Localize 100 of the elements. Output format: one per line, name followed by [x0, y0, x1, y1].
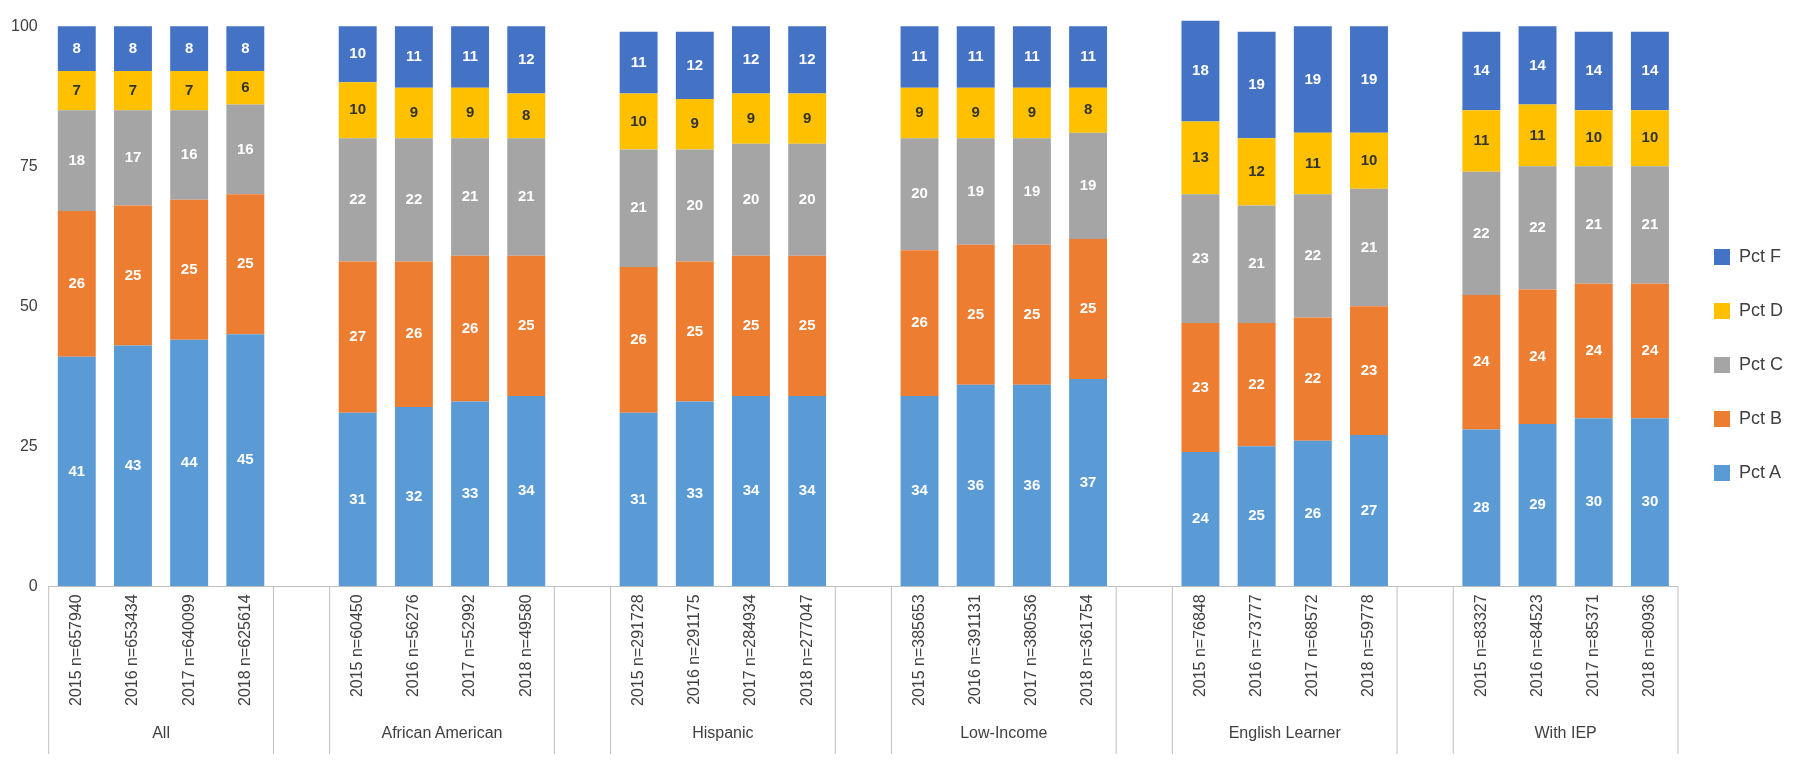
data-label: 11	[462, 47, 478, 65]
data-label: 9	[746, 108, 756, 126]
bar	[788, 143, 827, 256]
bar	[900, 87, 939, 139]
x-tick-label: 2015 n=657940	[67, 594, 85, 706]
x-tick-label: 2015 n=291728	[629, 594, 647, 706]
data-label: 37	[1079, 472, 1097, 490]
bar	[226, 104, 265, 195]
bar	[338, 82, 377, 139]
bar	[1574, 283, 1613, 419]
data-label: 25	[124, 265, 142, 283]
data-label: 24	[1529, 346, 1547, 364]
bar	[1462, 429, 1501, 587]
data-label: 10	[630, 111, 647, 129]
legend-label: Pct D	[1738, 299, 1784, 320]
x-tick-label: 2016 n=73777	[1247, 594, 1265, 698]
data-label: 17	[124, 147, 142, 165]
data-label: 25	[1023, 304, 1041, 322]
data-label: 7	[72, 80, 81, 98]
bar	[170, 110, 209, 200]
data-label: 24	[1192, 509, 1210, 527]
data-label: 12	[798, 49, 816, 67]
data-label: 25	[180, 260, 198, 277]
bar	[1350, 188, 1388, 307]
data-label: 25	[517, 316, 535, 334]
bar	[675, 31, 714, 100]
bar	[451, 401, 490, 587]
data-label: 9	[1027, 103, 1037, 121]
data-label: 26	[405, 324, 423, 342]
bar	[619, 93, 658, 150]
data-label: 9	[971, 103, 980, 121]
data-label: 14	[1641, 61, 1659, 79]
x-tick-label: 2015 n=60450	[348, 594, 366, 698]
data-label: 12	[1248, 161, 1265, 179]
bar	[1012, 384, 1051, 587]
data-label: 11	[911, 47, 928, 65]
x-tick-label: 2018 n=625614	[235, 594, 253, 706]
bar	[619, 149, 658, 268]
bar	[1012, 244, 1051, 385]
data-label: 33	[461, 484, 479, 502]
bar	[1518, 423, 1557, 587]
data-label: 36	[1023, 475, 1041, 493]
data-label: 10	[1585, 128, 1603, 146]
data-label: 10	[349, 100, 367, 118]
bar	[619, 31, 658, 94]
bar	[451, 26, 490, 88]
x-tick-label: 2018 n=80936	[1640, 594, 1658, 698]
data-label: 21	[630, 198, 647, 216]
data-label: 21	[1248, 254, 1265, 272]
y-tick-label: 0	[28, 576, 38, 594]
data-label: 9	[690, 114, 699, 132]
data-label: 25	[742, 316, 760, 334]
bar	[1237, 138, 1276, 206]
data-label: 21	[461, 187, 479, 205]
bar	[900, 250, 939, 396]
bar	[114, 110, 152, 206]
x-tick-label: 2016 n=291175	[685, 594, 703, 705]
y-tick-label: 50	[19, 296, 38, 314]
bar	[226, 334, 265, 587]
bar	[1237, 446, 1276, 587]
data-label: 25	[798, 316, 816, 334]
data-label: 25	[236, 254, 254, 272]
bar	[507, 138, 546, 256]
bar	[1293, 317, 1332, 441]
bar	[507, 255, 546, 396]
data-label: 26	[461, 318, 479, 336]
data-label: 20	[911, 184, 928, 202]
text: African American	[381, 724, 503, 742]
legend-label: Pct A	[1738, 461, 1782, 482]
data-label: 12	[742, 49, 760, 67]
bar	[1462, 110, 1501, 172]
bar	[732, 395, 770, 587]
data-label: 36	[967, 475, 985, 493]
bar	[1181, 451, 1220, 587]
data-label: 11	[405, 47, 422, 65]
bar	[1237, 323, 1276, 447]
data-label: 9	[802, 108, 812, 126]
bar	[788, 395, 827, 587]
data-label: 21	[1360, 237, 1378, 255]
x-tick-label: 2017 n=284934	[741, 594, 759, 706]
bar	[1069, 26, 1108, 88]
data-label: 34	[798, 481, 817, 499]
data-label: 22	[405, 189, 423, 207]
data-label: 45	[236, 450, 254, 468]
data-label: 21	[1585, 215, 1603, 233]
x-tick-label: 2017 n=52992	[460, 594, 478, 698]
bar	[1350, 132, 1388, 189]
x-tick-label: 2018 n=49580	[516, 594, 534, 698]
data-label: 22	[1304, 245, 1322, 263]
data-label: 22	[1304, 369, 1322, 387]
data-label: 31	[349, 489, 367, 507]
data-label: 33	[686, 484, 704, 502]
bar	[451, 255, 490, 402]
bar	[394, 138, 433, 262]
data-label: 11	[630, 52, 647, 70]
bar	[507, 395, 546, 587]
data-label: 20	[686, 195, 704, 213]
bar	[114, 345, 152, 587]
bar	[788, 255, 827, 396]
data-label: 26	[911, 313, 928, 331]
